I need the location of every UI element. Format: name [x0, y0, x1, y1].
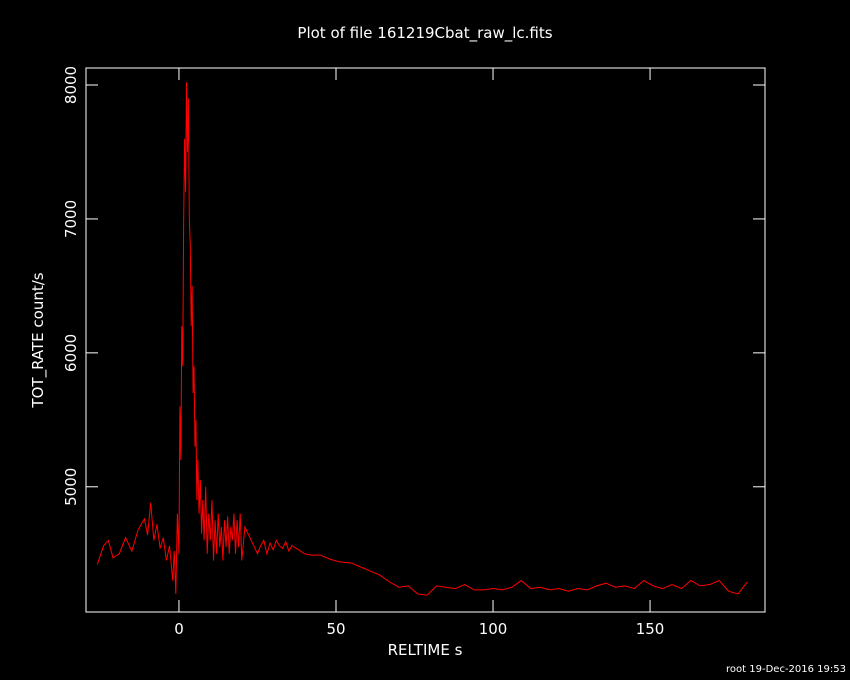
x-axis-label: RELTIME s [388, 641, 463, 659]
y-tick-label: 8000 [62, 66, 80, 104]
x-tick-label: 150 [636, 620, 665, 638]
light-curve [96, 82, 748, 596]
y-tick-label: 6000 [62, 334, 80, 372]
footer: root 19-Dec-2016 19:53 [726, 664, 846, 675]
y-tick-label: 5000 [62, 468, 80, 506]
plot-frame [85, 67, 766, 613]
y-axis-label: TOT_RATE count/s [29, 272, 48, 408]
chart-title: Plot of file 161219Cbat_raw_lc.fits [297, 24, 552, 43]
y-tick-label: 7000 [62, 200, 80, 238]
x-tick-label: 0 [174, 620, 184, 638]
x-tick-label: 50 [326, 620, 345, 638]
x-tick-label: 100 [479, 620, 508, 638]
